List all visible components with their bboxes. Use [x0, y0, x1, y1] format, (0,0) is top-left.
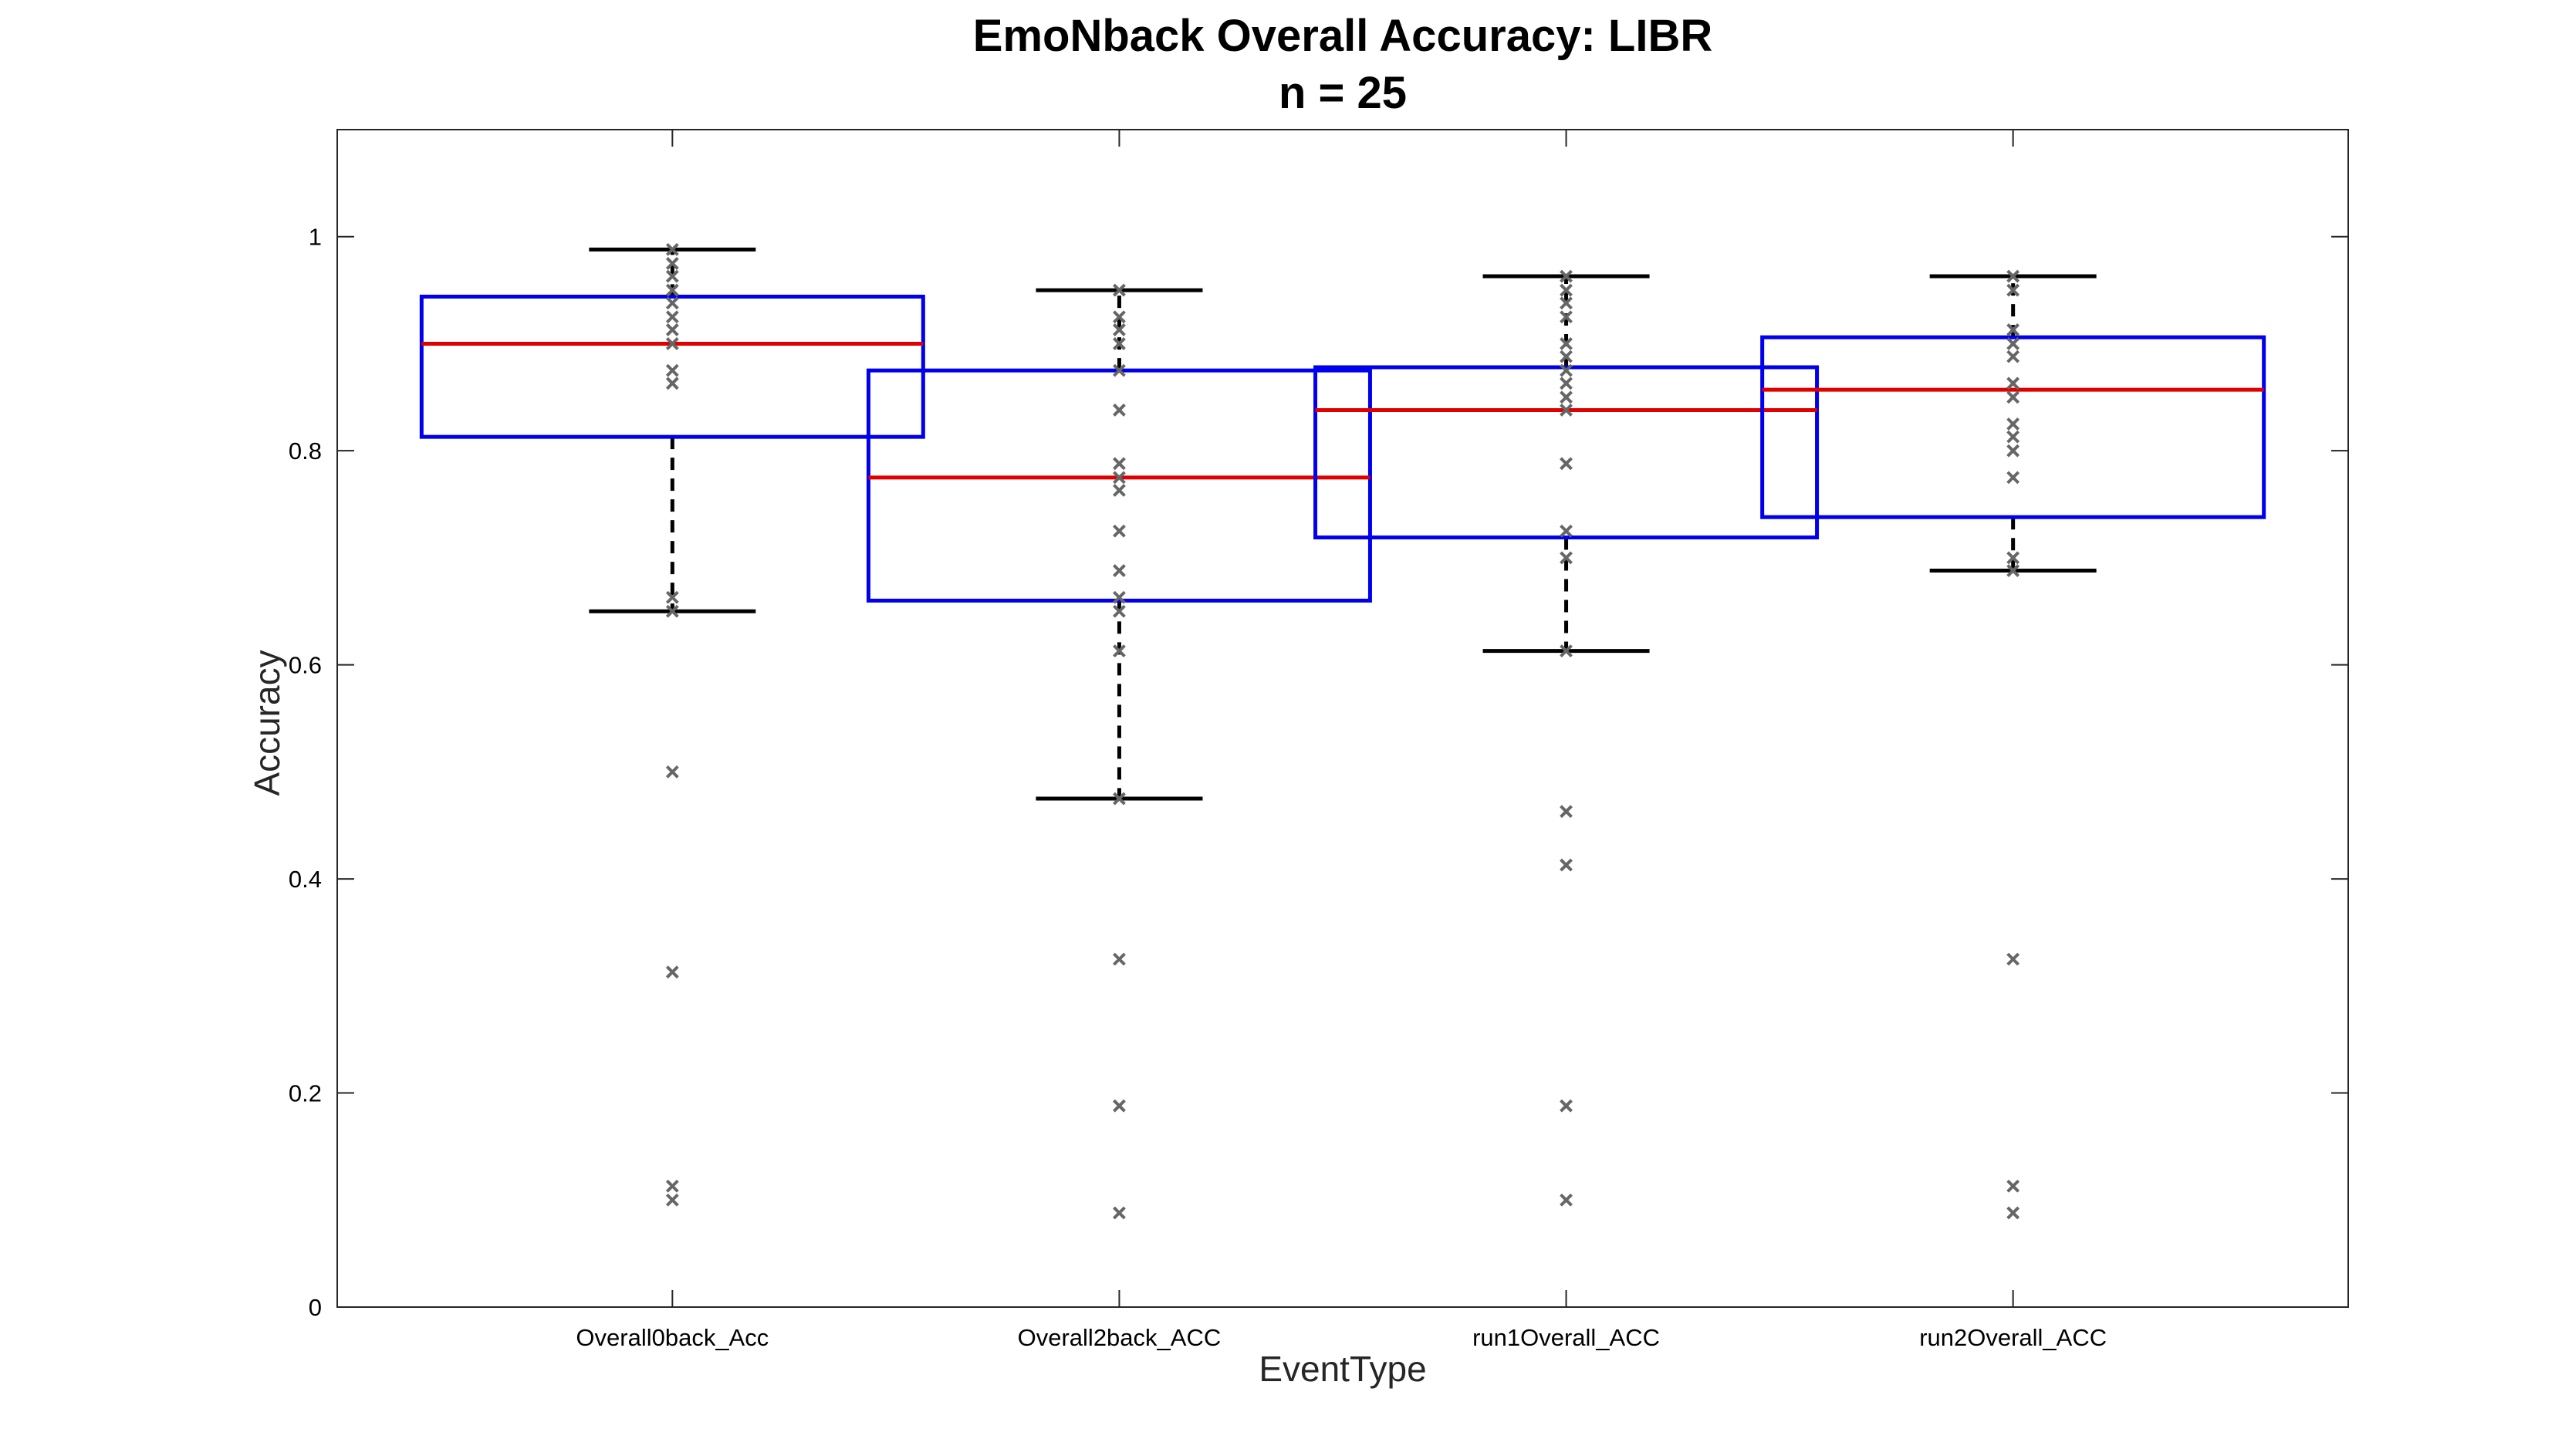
data-point: [1560, 644, 1573, 658]
data-point: [1113, 283, 1126, 297]
x-axis-label: EventType: [1259, 1349, 1426, 1389]
y-tick-label: 0.4: [289, 866, 322, 893]
axes-frame: [336, 129, 2349, 1308]
data-point: [665, 323, 679, 336]
data-point: [2006, 390, 2020, 404]
data-point: [1113, 1099, 1126, 1113]
data-point: [1560, 1099, 1573, 1113]
data-point: [1113, 471, 1126, 485]
box-iqr: [1760, 335, 2266, 519]
data-point: [1560, 310, 1573, 324]
data-point: [665, 337, 679, 350]
data-point: [1113, 952, 1126, 966]
data-point: [1560, 457, 1573, 471]
data-point: [665, 1179, 679, 1193]
data-point: [1113, 644, 1126, 658]
y-tick-label: 0.2: [289, 1080, 322, 1107]
data-point: [1113, 590, 1126, 604]
data-point: [1113, 604, 1126, 618]
x-tick-label: Overall2back_ACC: [1018, 1324, 1222, 1351]
data-point: [1113, 404, 1126, 417]
data-point: [1113, 524, 1126, 538]
data-point: [1113, 457, 1126, 471]
data-point: [1113, 323, 1126, 336]
data-point: [2006, 337, 2020, 350]
data-point: [1560, 269, 1573, 283]
data-point: [665, 604, 679, 618]
data-point: [665, 269, 679, 283]
data-point: [1560, 377, 1573, 390]
data-point: [1113, 310, 1126, 324]
data-point: [665, 965, 679, 979]
y-axis-label: Accuracy: [247, 650, 287, 796]
x-tick-label: run2Overall_ACC: [1919, 1324, 2107, 1351]
chart-title: EmoNback Overall Accuracy: LIBR: [973, 11, 1712, 61]
data-point: [665, 590, 679, 604]
data-point: [2006, 551, 2020, 565]
data-point: [665, 363, 679, 377]
data-point: [665, 765, 679, 779]
y-tick-label: 1: [309, 224, 322, 251]
data-point: [2006, 377, 2020, 390]
plot-area: 0 0.2 0.4 0.6 0.8 1 Overall0back_Acc Overall2ba…: [289, 129, 2349, 1351]
x-tick-label: run1Overall_ACC: [1472, 1324, 1660, 1351]
data-point: [665, 283, 679, 297]
data-point: [1560, 296, 1573, 310]
data-point: [1560, 390, 1573, 404]
y-tick-label: 0.8: [289, 437, 322, 465]
x-tick-label: Overall0back_Acc: [576, 1324, 769, 1351]
data-point: [2006, 323, 2020, 336]
data-point: [1113, 1206, 1126, 1220]
data-point: [665, 310, 679, 324]
data-point: [665, 296, 679, 310]
data-point: [1113, 337, 1126, 350]
data-point: [665, 377, 679, 390]
data-point: [2006, 1179, 2020, 1193]
y-tick-label: 0: [309, 1294, 322, 1321]
data-point: [2006, 430, 2020, 444]
data-point: [1560, 524, 1573, 538]
data-point: [2006, 269, 2020, 283]
data-point: [1560, 363, 1573, 377]
data-point: [1560, 1193, 1573, 1207]
data-point: [665, 1193, 679, 1207]
y-tick-label: 0.6: [289, 652, 322, 679]
data-point: [2006, 952, 2020, 966]
box-iqr: [419, 294, 925, 439]
data-point: [1560, 404, 1573, 417]
data-point: [2006, 283, 2020, 297]
chart-subtitle: n = 25: [1279, 68, 1407, 118]
data-point: [2006, 417, 2020, 431]
data-point: [2006, 471, 2020, 485]
data-point: [1560, 283, 1573, 297]
data-point: [665, 256, 679, 270]
data-point: [1560, 858, 1573, 872]
data-point: [1560, 350, 1573, 363]
data-point: [1113, 792, 1126, 806]
data-point: [1113, 484, 1126, 497]
data-point: [2006, 564, 2020, 577]
data-point: [2006, 1206, 2020, 1220]
data-point: [1560, 805, 1573, 819]
data-point: [2006, 350, 2020, 363]
data-point: [665, 242, 679, 256]
data-point: [1560, 551, 1573, 565]
data-point: [1113, 363, 1126, 377]
data-point: [2006, 444, 2020, 458]
box-iqr: [1313, 365, 1820, 540]
data-point: [1113, 564, 1126, 577]
data-point: [1560, 337, 1573, 350]
